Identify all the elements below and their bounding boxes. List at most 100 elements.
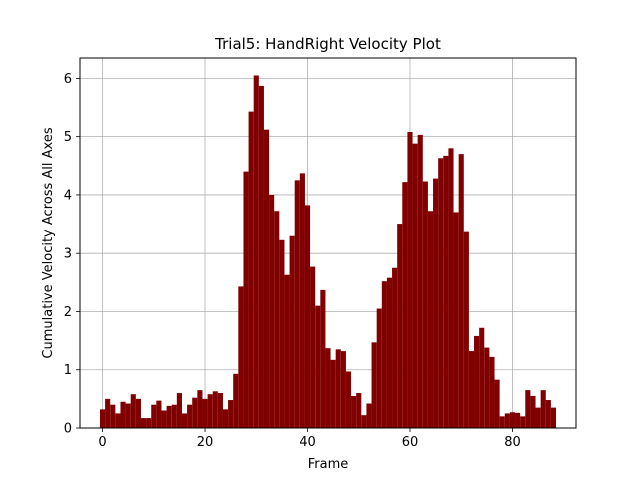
bar	[422, 181, 428, 428]
bar	[274, 211, 280, 428]
bar	[105, 398, 111, 428]
bar	[279, 239, 285, 428]
y-tick-label: 5	[64, 130, 72, 145]
bar	[356, 393, 362, 428]
bar	[217, 393, 223, 428]
bar	[433, 178, 439, 428]
bar	[320, 289, 326, 428]
y-tick-label: 0	[64, 422, 72, 437]
bar	[412, 143, 418, 428]
bar	[515, 412, 521, 428]
bar	[417, 134, 423, 428]
bar	[294, 180, 300, 428]
bar	[151, 404, 157, 428]
bar	[115, 413, 121, 428]
bar	[110, 404, 116, 428]
bar	[545, 400, 551, 428]
bar	[407, 132, 413, 428]
bar	[479, 327, 485, 428]
bar	[392, 267, 398, 428]
bar	[135, 398, 141, 428]
bar	[484, 347, 490, 428]
bar	[304, 205, 311, 428]
bar	[140, 418, 147, 428]
bar	[315, 305, 321, 428]
y-tick-label: 2	[64, 305, 72, 320]
bar	[530, 395, 536, 428]
bar	[99, 409, 106, 428]
bar	[248, 111, 254, 429]
bar	[330, 359, 336, 428]
bar	[438, 158, 444, 429]
bar	[550, 407, 557, 428]
bar	[238, 286, 244, 428]
bar	[263, 129, 270, 428]
bar	[345, 371, 352, 428]
bar	[504, 413, 510, 428]
bar	[371, 342, 377, 428]
x-tick-label: 60	[402, 435, 419, 450]
x-tick-label: 20	[197, 435, 214, 450]
bar	[176, 393, 182, 428]
bar	[381, 281, 387, 428]
bar	[520, 416, 526, 428]
bar	[361, 415, 367, 428]
bar	[243, 171, 249, 428]
y-axis-label: Cumulative Velocity Across All Axes	[41, 127, 56, 358]
chart-title: Trial5: HandRight Velocity Plot	[214, 35, 441, 53]
bar	[351, 395, 357, 428]
bar	[453, 212, 459, 428]
bar	[187, 404, 193, 428]
bar	[366, 403, 372, 428]
x-tick-label: 80	[504, 435, 521, 450]
bar	[325, 348, 331, 428]
bar	[284, 274, 290, 428]
bar	[310, 266, 316, 428]
bar	[335, 349, 341, 428]
bar	[192, 397, 198, 428]
bar	[269, 194, 275, 428]
bar	[166, 405, 172, 428]
bar	[171, 404, 177, 428]
bar	[202, 398, 208, 428]
bar	[156, 400, 162, 428]
bar	[120, 401, 126, 428]
bar	[299, 173, 305, 428]
bar	[130, 394, 136, 428]
y-tick-label: 6	[64, 72, 72, 87]
bar	[463, 231, 469, 428]
bar	[258, 85, 264, 428]
bar	[427, 211, 434, 428]
bar	[253, 75, 259, 428]
bar	[386, 277, 393, 428]
x-tick-label: 0	[98, 435, 106, 450]
x-axis-label: Frame	[308, 457, 349, 472]
bar	[376, 308, 382, 428]
bar	[494, 379, 500, 428]
bar	[443, 155, 449, 428]
bar	[197, 390, 203, 428]
bar	[468, 351, 475, 428]
y-tick-label: 3	[64, 247, 72, 262]
bar	[181, 413, 188, 428]
bar	[125, 403, 131, 428]
bar	[509, 412, 516, 428]
bar	[233, 373, 239, 428]
bar	[525, 390, 531, 428]
bar	[448, 148, 454, 429]
plot-frame	[79, 57, 577, 429]
bar	[397, 224, 403, 428]
bar	[489, 356, 495, 428]
bar	[228, 400, 234, 428]
ticks-layer: 0 20 40 60 80 0 1 2 3 4 5 6	[64, 72, 521, 450]
x-tick-label: 40	[299, 435, 316, 450]
bars-layer	[99, 75, 557, 429]
bar	[212, 391, 218, 428]
bar	[222, 409, 229, 428]
bar	[340, 351, 346, 428]
bar	[402, 182, 408, 428]
bar	[474, 335, 480, 428]
bar	[289, 235, 295, 428]
bar	[499, 416, 505, 428]
bar	[535, 407, 541, 428]
